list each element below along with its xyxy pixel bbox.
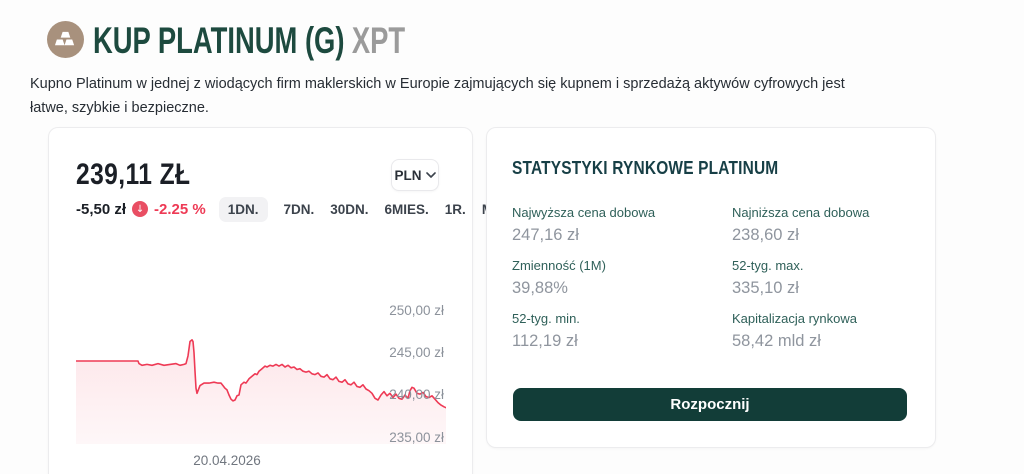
page-title: KUP PLATINUM (G) XPT	[93, 20, 405, 59]
stat-value: 39,88%	[512, 279, 568, 297]
page-header: KUP PLATINUM (G) XPT	[47, 20, 515, 59]
change-amount: -5,50 zł	[76, 200, 127, 218]
range-tab-1dn[interactable]: 1DN.	[218, 196, 268, 222]
page-title-text: KUP PLATINUM (G)	[93, 20, 345, 61]
currency-select[interactable]: PLN	[391, 159, 439, 191]
stat-item: 52-tyg. min. 112,19 zł	[512, 311, 732, 351]
arrow-down-badge-icon: ↓	[132, 201, 149, 217]
range-tab-7dn[interactable]: 7DN.	[283, 201, 315, 217]
x-axis-label: 20.04.2026	[193, 453, 261, 468]
price-line	[75, 339, 447, 409]
y-axis-tick: 245,00 zł	[389, 345, 444, 360]
stat-value: 58,42 mld zł	[732, 332, 821, 350]
currency-select-value: PLN	[394, 167, 422, 183]
stat-label: 52-tyg. max.	[732, 258, 804, 273]
stats-heading: STATYSTYKI RYNKOWE PLATINUM	[512, 158, 779, 178]
stat-label: Zmienność (1M)	[512, 258, 606, 273]
stat-label: Kapitalizacja rynkowa	[732, 311, 858, 326]
y-axis-tick: 235,00 zł	[389, 430, 444, 445]
market-stats-card: STATYSTYKI RYNKOWE PLATINUM Najwyższa ce…	[486, 127, 936, 448]
stat-item: Najwyższa cena dobowa 247,16 zł	[512, 205, 732, 245]
ticker-symbol: XPT	[351, 20, 406, 61]
gold-bars-icon	[47, 21, 84, 58]
page-subtitle: Kupno Platinum w jednej z wiodących firm…	[30, 76, 845, 116]
stat-label: Najwyższa cena dobowa	[512, 205, 656, 220]
stat-value: 247,16 zł	[512, 226, 579, 244]
price-change: -5,50 zł ↓ -2.25 %	[76, 201, 206, 218]
stat-item: Najniższa cena dobowa 238,60 zł	[732, 205, 869, 245]
stat-item: Zmienność (1M) 39,88%	[512, 258, 732, 298]
change-and-range-row: -5,50 zł ↓ -2.25 % 1DN. 7DN. 30DN. 6MIES. 1R…	[76, 196, 546, 222]
stats-grid: Najwyższa cena dobowa 247,16 zł Najniższa …	[512, 205, 869, 351]
range-tab-6mies[interactable]: 6MIES.	[384, 201, 429, 217]
stat-item: 52-tyg. max. 335,10 zł	[732, 258, 869, 298]
stat-value: 335,10 zł	[732, 279, 799, 297]
stat-label: Najniższa cena dobowa	[732, 205, 870, 220]
range-tab-30dn[interactable]: 30DN.	[330, 201, 369, 217]
price-chart[interactable]	[75, 284, 447, 444]
stat-label: 52-tyg. min.	[512, 311, 580, 326]
price-chart-card: 239,11 ZŁ PLN -5,50 zł ↓ -2.25 % 1DN. 7DN…	[48, 127, 516, 474]
range-tab-1r[interactable]: 1R.	[444, 201, 466, 217]
y-axis-tick: 240,00 zł	[389, 387, 444, 402]
change-percent: -2.25 %	[154, 200, 206, 218]
stat-value: 238,60 zł	[732, 226, 799, 244]
y-axis-tick: 250,00 zł	[389, 303, 444, 318]
start-button[interactable]: Rozpocznij	[513, 388, 907, 421]
stat-value: 112,19 zł	[512, 332, 578, 350]
stat-item: Kapitalizacja rynkowa 58,42 mld zł	[732, 311, 869, 351]
range-tabs: 1DN.7DN.30DN.6MIES.1R.Maks	[218, 196, 516, 222]
current-price: 239,11 ZŁ	[76, 158, 191, 191]
price-area	[76, 339, 446, 444]
chevron-down-icon	[425, 172, 436, 178]
